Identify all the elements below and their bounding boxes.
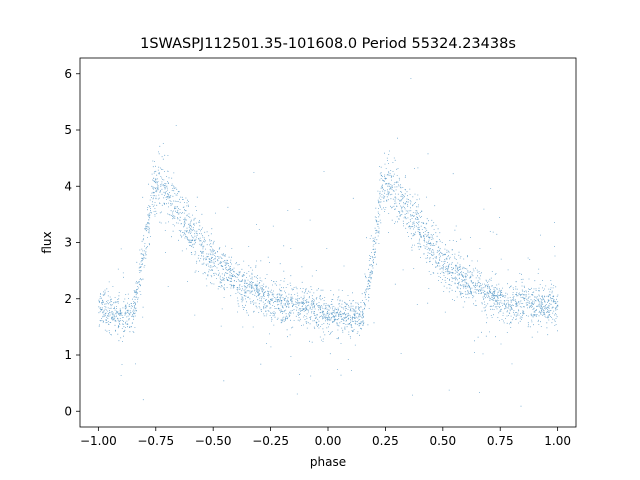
x-tick-label: −1.00 xyxy=(80,434,117,448)
y-tick-label: 6 xyxy=(64,67,72,81)
x-tick-label: 0.00 xyxy=(315,434,342,448)
plot-area xyxy=(80,58,576,427)
x-tick-label: −0.25 xyxy=(252,434,289,448)
plot-frame xyxy=(79,57,577,428)
y-axis: 0 1 2 3 4 5 6 xyxy=(64,67,80,418)
y-tick-label: 0 xyxy=(64,404,72,418)
data-points xyxy=(98,78,559,407)
x-tick-label: −0.50 xyxy=(195,434,232,448)
scatter-points xyxy=(98,78,559,407)
y-tick-label: 1 xyxy=(64,348,72,362)
y-tick-label: 3 xyxy=(64,236,72,250)
y-axis-label: flux xyxy=(40,231,54,253)
y-tick-label: 5 xyxy=(64,123,72,137)
chart-title: 1SWASPJ112501.35-101608.0 Period 55324.2… xyxy=(140,36,516,52)
x-tick-label: 0.25 xyxy=(372,434,399,448)
y-tick-label: 2 xyxy=(64,292,72,306)
x-tick-label: 0.75 xyxy=(487,434,514,448)
x-tick-label: −0.75 xyxy=(137,434,174,448)
x-tick-label: 1.00 xyxy=(544,434,571,448)
y-tick-label: 4 xyxy=(64,179,72,193)
x-axis-label: phase xyxy=(310,455,346,469)
x-axis: −1.00 −0.75 −0.50 −0.25 0.00 0.25 0.50 0.75 1.00 xyxy=(80,427,571,448)
x-tick-label: 0.50 xyxy=(429,434,456,448)
